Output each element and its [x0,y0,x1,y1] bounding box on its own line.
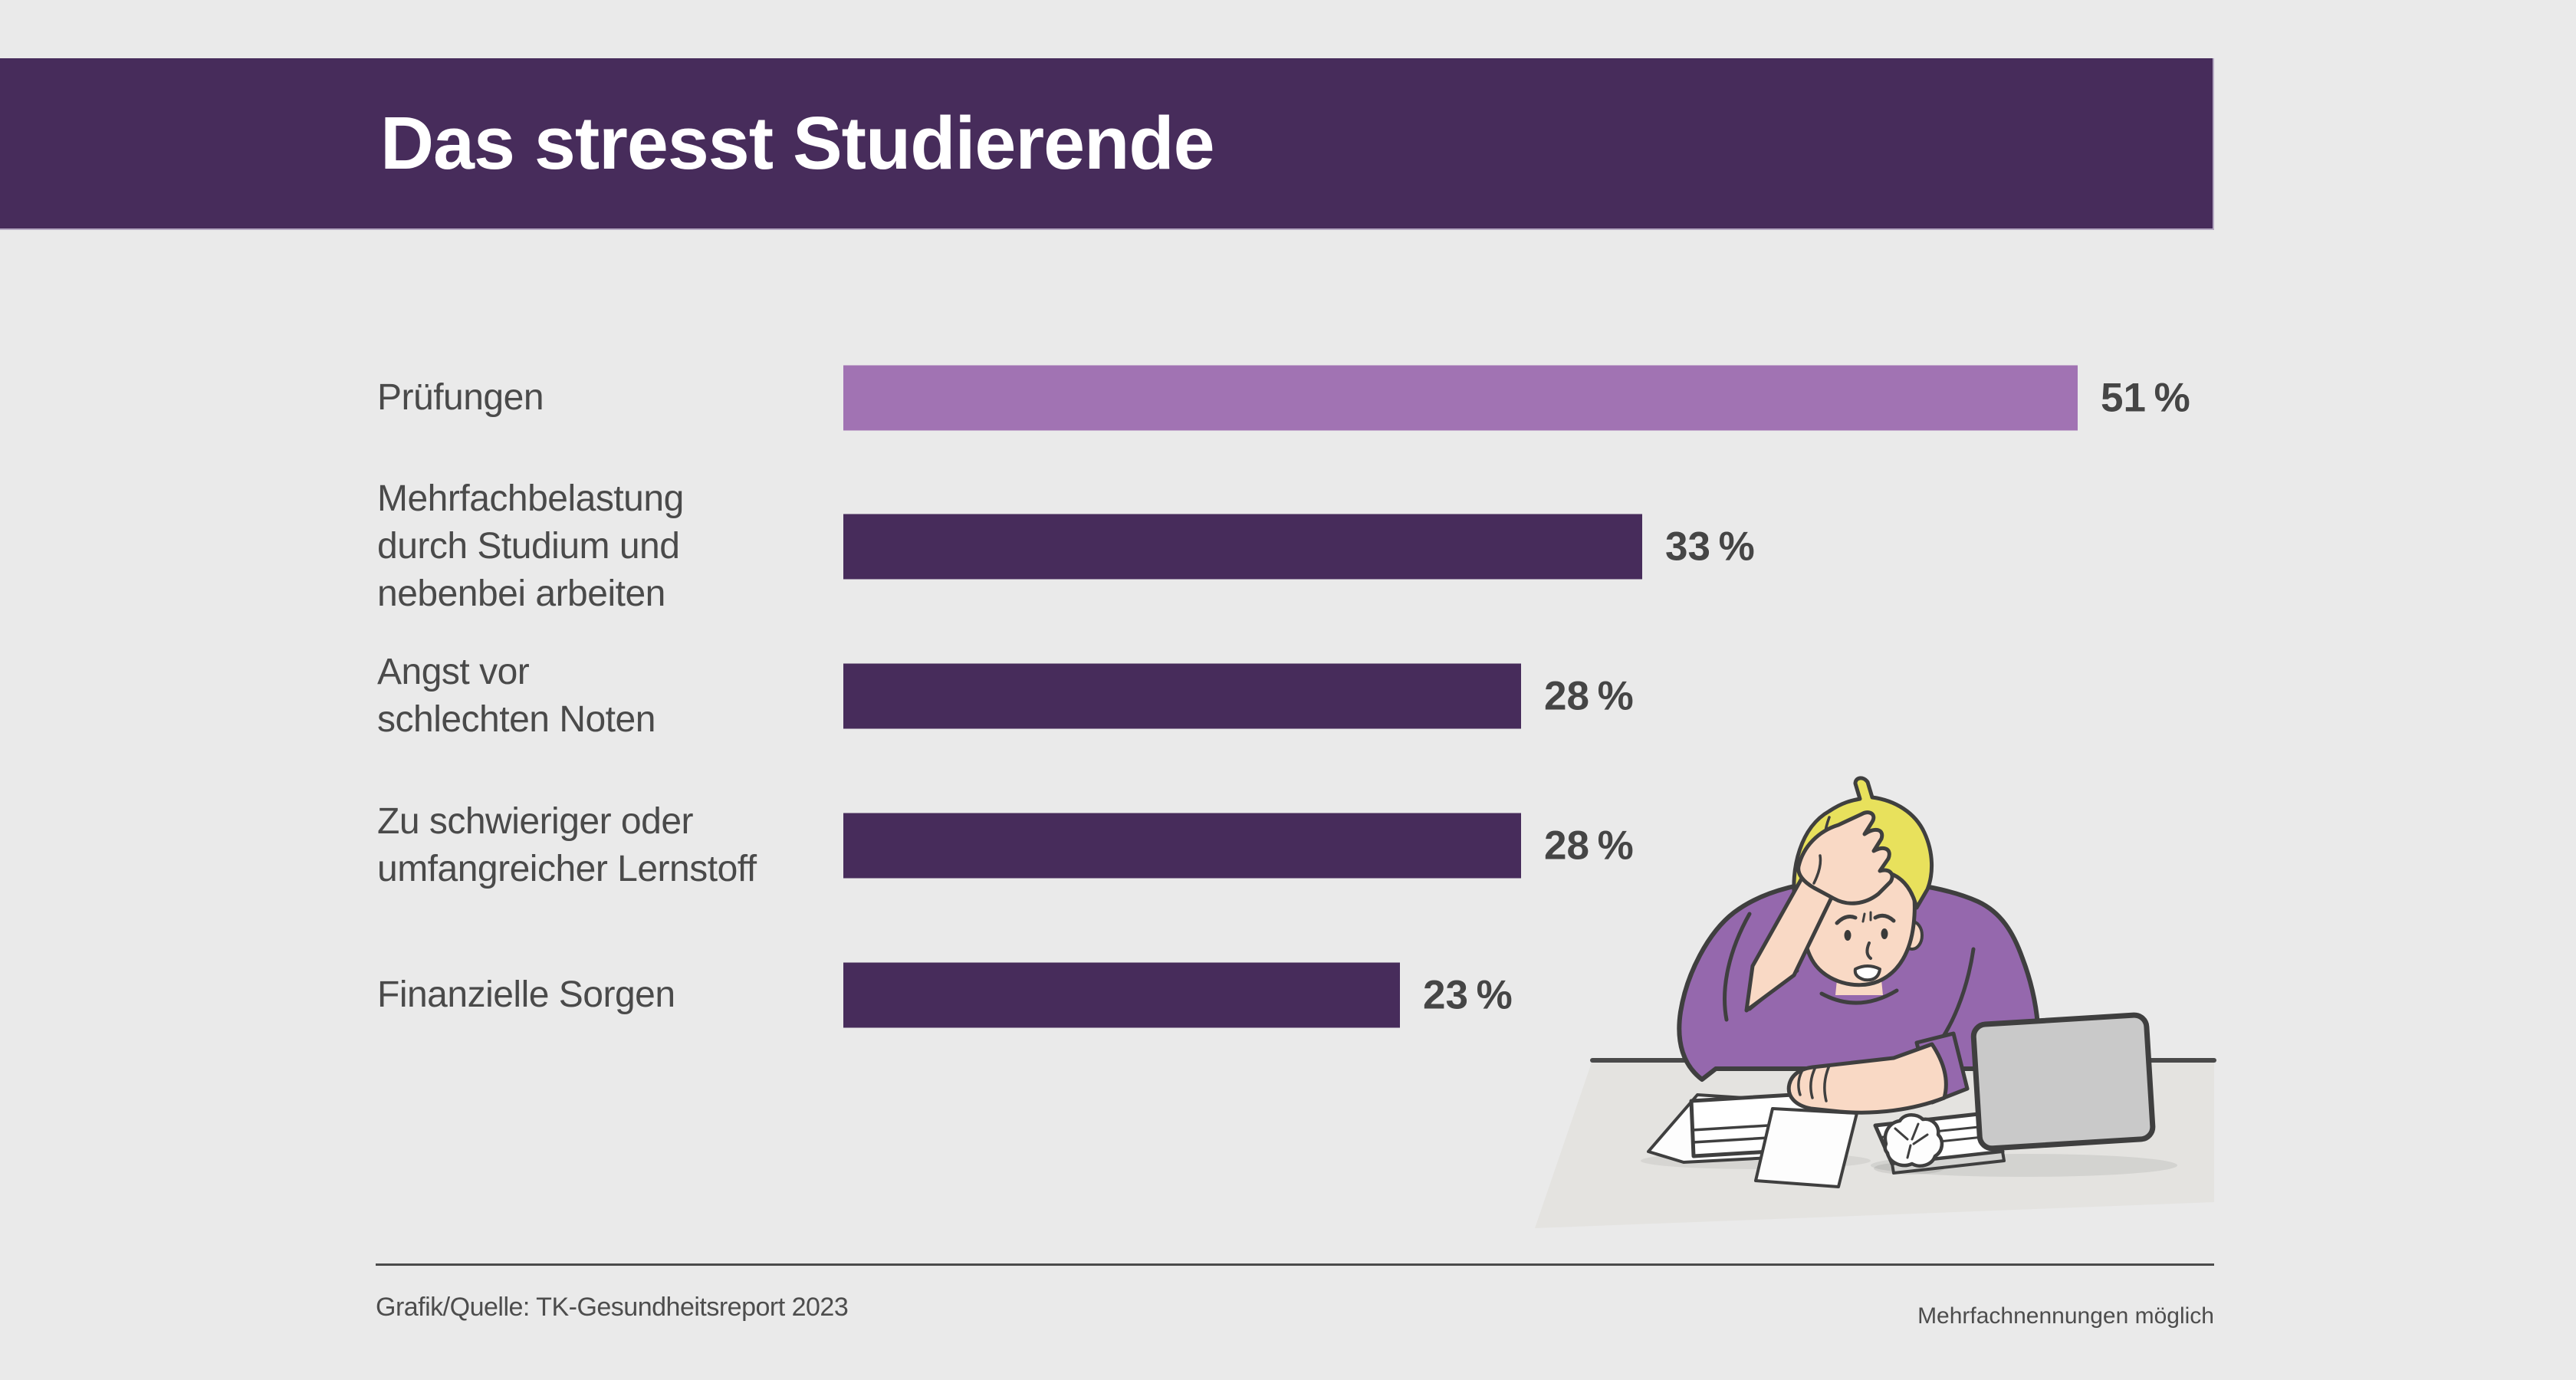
bar-value-label: 33 % [1665,524,1755,570]
bar-value-label: 23 % [1423,972,1513,1017]
methodology-note: Mehrfachnennungen möglich [1917,1303,2214,1329]
bar-value-label: 28 % [1544,673,1634,719]
page-title: Das stresst Studierende [380,101,1215,185]
chart-row: Mehrfachbelastung durch Studium und nebe… [0,472,2576,622]
chart-row: Angst vor schlechten Noten 28 % [0,622,2576,771]
chart-row: Finanzielle Sorgen 23 % [0,920,2576,1070]
bar [843,365,2078,430]
bar [843,813,1521,879]
bar-category-label: Angst vor schlechten Noten [377,652,656,740]
bar-value-label: 51 % [2101,375,2190,420]
header-band: Das stresst Studierende [0,58,2214,230]
bar [843,663,1521,729]
footer-divider [376,1263,2214,1266]
bar-category-label: Finanzielle Sorgen [377,974,675,1015]
chart-row: Zu schwieriger oder umfangreicher Lernst… [0,770,2576,920]
source-credit: Grafik/Quelle: TK-Gesundheitsreport 2023 [376,1293,849,1322]
bar-value-label: 28 % [1544,823,1634,869]
chart-row: Prüfungen 51 % [0,323,2576,472]
bar [843,962,1400,1027]
bar-category-label: Prüfungen [377,376,544,418]
bar [843,514,1642,580]
bar-category-label: Zu schwieriger oder umfangreicher Lernst… [377,800,757,889]
bar-category-label: Mehrfachbelastung durch Studium und nebe… [377,478,684,615]
